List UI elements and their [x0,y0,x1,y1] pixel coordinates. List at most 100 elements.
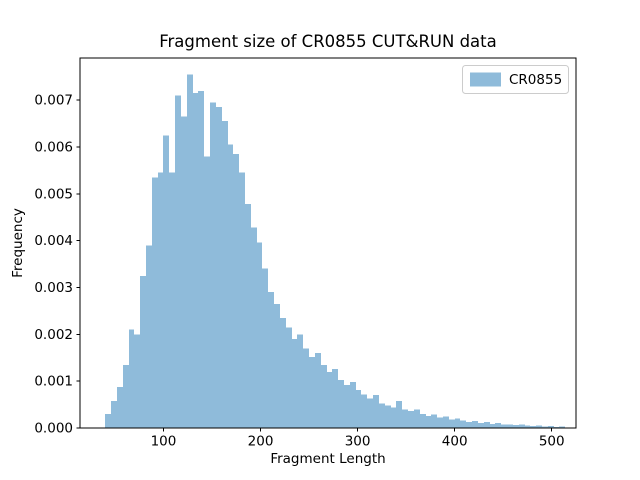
histogram-bar [478,422,484,428]
histogram-bar [239,172,245,428]
histogram-bar [431,414,437,428]
histogram-bar [332,368,338,428]
histogram-bar [245,204,251,428]
x-tick-label: 500 [539,434,565,450]
histogram-bar [426,415,431,428]
histogram-bar [344,384,350,428]
histogram-bar [443,416,449,428]
y-tick-label: 0.002 [34,327,73,343]
histogram-bar [455,418,460,428]
histogram-bar [414,409,420,428]
histogram-bar [420,413,426,428]
histogram-bar [233,154,239,428]
histogram-bar [309,356,315,428]
histogram-bar [268,292,274,428]
legend-swatch [470,72,501,87]
histogram-bar [146,245,152,428]
x-tick-label: 100 [151,434,177,450]
histogram-bar [525,425,530,428]
histogram-bar [472,420,478,428]
histogram-bar [286,327,292,428]
histogram-bar [495,422,501,428]
chart-title: Fragment size of CR0855 CUT&RUN data [159,32,497,51]
x-axis-label: Fragment Length [270,451,385,467]
histogram-bar [292,339,297,428]
y-axis-label: Frequency [10,208,26,278]
histogram-bar [169,172,175,428]
histogram-bar [129,329,134,428]
histogram-bar [297,334,303,428]
histogram-bar [356,390,361,428]
histogram-bar [187,74,193,429]
histogram-bar [216,107,222,428]
histogram-bar [484,421,490,428]
histogram-bar [123,364,129,428]
histogram-bar [228,144,233,428]
histogram-bar [152,177,158,428]
y-tick-label: 0.006 [34,139,73,155]
histogram-bar [554,426,559,428]
histogram-bar [402,409,408,428]
histogram-bar [262,268,268,428]
histogram-bar [449,419,455,428]
y-tick-label: 0.003 [34,280,73,296]
histogram-bar [501,424,507,428]
histogram-bar [274,303,280,428]
histogram-bar [134,334,140,428]
histogram-bar [111,400,117,428]
histogram-bar [280,317,286,428]
histogram-bar [391,407,396,428]
histogram-bar [460,420,466,428]
histogram-bar [396,400,402,428]
histogram-bar [158,172,163,428]
histogram-bar [466,421,472,428]
histogram-bar [513,425,519,428]
histogram-bar [210,102,216,429]
histogram-bar [321,365,327,428]
histogram-bar [163,135,169,428]
histogram-bar [437,417,443,428]
histogram-bar [338,380,344,428]
histogram-bar [327,371,332,428]
histogram-bar [385,405,391,428]
histogram-bar [204,156,210,428]
y-tick-label: 0.004 [34,233,73,249]
histogram-bar [542,426,548,428]
legend-label: CR0855 [509,72,562,88]
histogram-bar [117,386,123,428]
histogram-bar [490,423,495,428]
histogram-bar [251,227,257,428]
histogram-bar [193,93,198,428]
axes: 100 200 300 400 500 0.000 0.001 0.002 0.003 0.004… [34,57,577,450]
y-tick-label: 0.007 [34,93,73,109]
histogram-bar [373,395,379,428]
histogram-bar [257,242,262,428]
x-tick-label: 300 [345,434,371,450]
plot-spines [79,57,577,429]
histogram-bar [175,95,181,428]
y-tick-label: 0.001 [34,374,73,390]
histogram-bar [530,426,536,428]
histogram-bar [519,424,525,428]
y-tick-label: 0.005 [34,186,73,202]
histogram-bar [181,116,187,428]
histogram-bar [408,411,414,428]
histogram-bar [559,426,565,428]
histogram-bar [361,394,367,428]
x-tick-label: 200 [248,434,274,450]
x-tick-label: 400 [442,434,468,450]
histogram-bar [198,90,204,428]
histogram-bar [105,413,111,428]
histogram-bar [222,121,228,429]
histogram-bar [507,424,513,428]
histogram-bar [548,426,554,428]
histogram-bar [367,398,373,428]
legend: CR0855 [462,65,569,94]
y-tick-label: 0.000 [34,421,73,437]
histogram-bars [105,74,565,429]
histogram-bar [536,425,542,428]
histogram-bar [315,353,321,428]
histogram-bar [303,348,309,428]
